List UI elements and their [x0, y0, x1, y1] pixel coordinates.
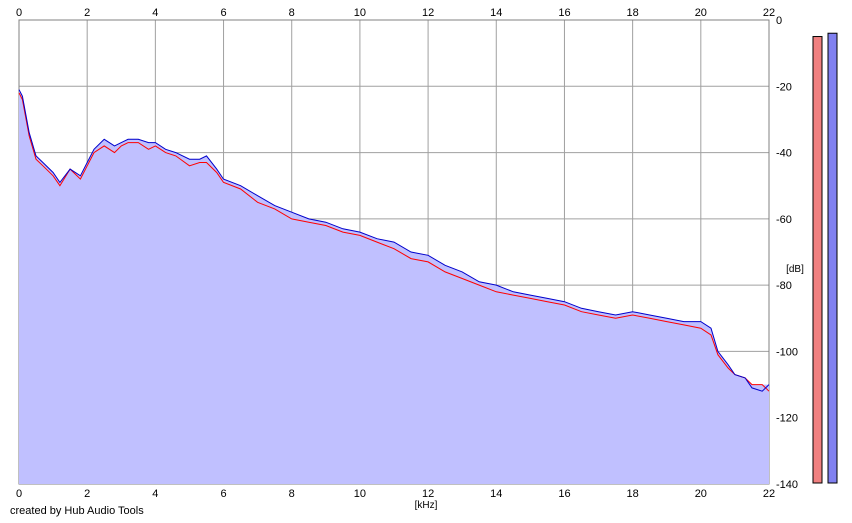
x-tick-label-bottom: 0: [16, 488, 22, 500]
x-tick-label-top: 4: [152, 7, 158, 19]
x-tick-label-top: 10: [354, 7, 366, 19]
x-tick-label-top: 22: [763, 7, 775, 19]
y-tick-label: -20: [776, 81, 792, 93]
spectrum-area-layer: [19, 89, 769, 484]
meter-right-bar: [827, 32, 838, 484]
y-tick-label: -40: [776, 148, 792, 160]
x-tick-label-top: 12: [422, 7, 434, 19]
y-tick-label: -80: [776, 280, 792, 292]
x-tick-label-bottom: 8: [289, 488, 295, 500]
meter-left-bar: [812, 36, 823, 484]
spectrum-lines-layer: [18, 89, 770, 392]
x-tick-label-top: 18: [627, 7, 639, 19]
x-tick-label-bottom: 22: [763, 488, 775, 500]
credit-text: created by Hub Audio Tools: [10, 505, 144, 517]
x-tick-label-bottom: 6: [220, 488, 226, 500]
x-tick-label-top: 6: [220, 7, 226, 19]
x-tick-label-bottom: 12: [422, 488, 434, 500]
x-tick-label-bottom: 16: [558, 488, 570, 500]
x-tick-label-bottom: 2: [84, 488, 90, 500]
y-tick-label: -100: [776, 346, 798, 358]
x-tick-label-bottom: 14: [490, 488, 502, 500]
x-tick-label-bottom: 4: [152, 488, 158, 500]
level-meters: [812, 32, 838, 484]
x-tick-label-bottom: 20: [695, 488, 707, 500]
x-tick-label-top: 16: [558, 7, 570, 19]
tick-labels-layer: 002244668810101212141416161818202022220-…: [16, 7, 798, 500]
y-tick-label: 0: [776, 15, 782, 27]
y-tick-label: -60: [776, 214, 792, 226]
spectrum-fill-area: [19, 89, 769, 484]
x-tick-label-top: 2: [84, 7, 90, 19]
spectrum-series-line: [18, 89, 770, 392]
x-tick-label-top: 8: [289, 7, 295, 19]
x-tick-label-top: 0: [16, 7, 22, 19]
y-axis-label: [dB]: [786, 264, 804, 275]
x-tick-label-top: 14: [490, 7, 502, 19]
y-tick-label: -120: [776, 413, 798, 425]
x-axis-label: [kHz]: [415, 500, 438, 511]
x-tick-label-bottom: 18: [627, 488, 639, 500]
x-tick-label-top: 20: [695, 7, 707, 19]
spectrum-series-line: [18, 92, 770, 392]
x-tick-label-bottom: 10: [354, 488, 366, 500]
y-tick-label: -140: [776, 479, 798, 491]
